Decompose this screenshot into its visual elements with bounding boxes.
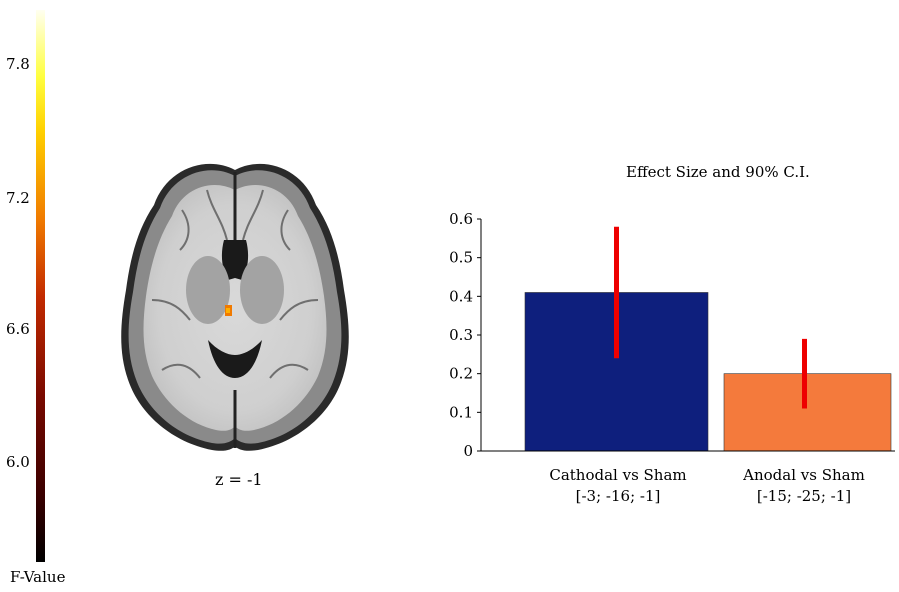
- category-name: Anodal vs Sham: [743, 466, 865, 484]
- y-tick-label: 0.3: [449, 326, 473, 344]
- colorbar-tick: 6.6: [6, 320, 30, 338]
- y-tick-label: 0.6: [449, 210, 473, 228]
- chart-title: Effect Size and 90% C.I.: [626, 163, 810, 181]
- bar-chart: 0 0.1 0.2 0.3 0.4 0.5 0.6: [449, 210, 895, 460]
- basal-ganglia-left: [186, 256, 230, 324]
- bar: [723, 373, 892, 452]
- y-tick-label: 0.1: [449, 403, 473, 421]
- white-matter: [143, 185, 327, 431]
- y-tick-label: 0.5: [449, 249, 473, 267]
- slice-label: z = -1: [215, 470, 263, 489]
- basal-ganglia-right: [240, 256, 284, 324]
- colorbar-tick: 7.2: [6, 189, 30, 207]
- category-label: Cathodal vs Sham [-3; -16; -1]: [525, 465, 711, 507]
- sulci: [151, 189, 319, 379]
- y-tick-label: 0.4: [449, 287, 473, 305]
- category-sublabel: [-15; -25; -1]: [756, 487, 852, 505]
- ventricles: [221, 240, 249, 280]
- category-name: Cathodal vs Sham: [549, 466, 687, 484]
- category-label: Anodal vs Sham [-15; -25; -1]: [714, 465, 894, 507]
- colorbar-label: F-Value: [10, 568, 66, 586]
- y-tick-label: 0: [463, 442, 473, 460]
- brain-slice-image: [121, 163, 349, 451]
- y-tick-label: 0.2: [449, 365, 473, 383]
- colorbar-tick: 6.0: [6, 453, 30, 471]
- colorbar-tick: 7.8: [6, 55, 30, 73]
- colorbar: [36, 10, 45, 562]
- category-sublabel: [-3; -16; -1]: [575, 487, 661, 505]
